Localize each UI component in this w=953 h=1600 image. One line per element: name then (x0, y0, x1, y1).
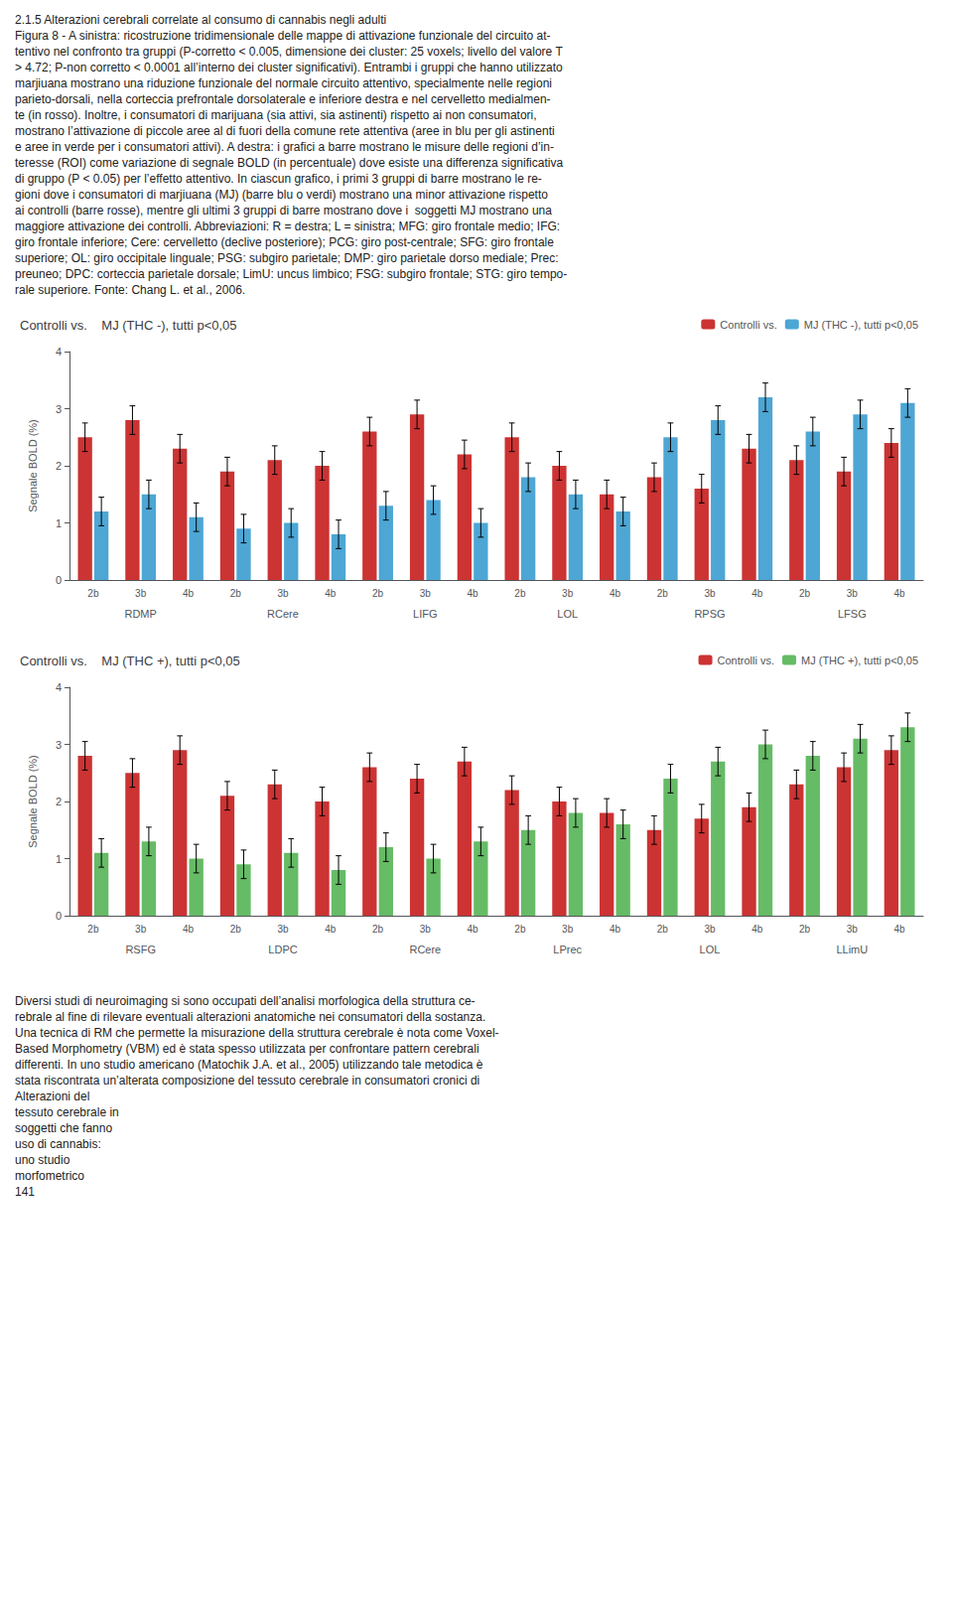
svg-text:Controlli vs. MJ (THC -), t: Controlli vs. MJ (THC -), tutti p<0,05 (19, 317, 238, 333)
svg-text:4: 4 (55, 345, 62, 358)
svg-text:3b: 3b (135, 587, 147, 599)
svg-text:4b: 4b (324, 587, 337, 599)
svg-text:preuneo; DPC: corteccia pariet: preuneo; DPC: corteccia parietale dorsal… (14, 267, 567, 281)
svg-text:Segnale BOLD (%): Segnale BOLD (%) (26, 418, 39, 513)
svg-text:4b: 4b (324, 923, 337, 935)
svg-text:3b: 3b (135, 923, 147, 935)
svg-text:tessuto cerebrale in: tessuto cerebrale in (14, 1104, 120, 1119)
svg-text:Una tecnica di RM che permette: Una tecnica di RM che permette la misura… (14, 1025, 500, 1040)
svg-text:stata riscontrata un’alterata: stata riscontrata un’alterata composizio… (14, 1073, 480, 1088)
svg-text:3b: 3b (419, 587, 432, 599)
svg-text:Figura 8 - A sinistra: ricostr: Figura 8 - A sinistra: ricostruzione tri… (14, 28, 551, 43)
svg-text:Controlli vs. MJ (THC +), t: Controlli vs. MJ (THC +), tutti p<0,05 (19, 653, 241, 669)
svg-text:3b: 3b (561, 587, 574, 599)
svg-text:marjiuana mostrano una riduzio: marjiuana mostrano una riduzione funzion… (14, 76, 552, 91)
svg-text:1: 1 (55, 517, 62, 530)
svg-text:3: 3 (55, 738, 62, 751)
svg-text:LOL: LOL (699, 943, 721, 955)
svg-text:MJ (THC +), tutti p<0,05: MJ (THC +), tutti p<0,05 (801, 654, 919, 667)
svg-text:LDPC: LDPC (268, 943, 297, 955)
svg-text:Diversi studi di neuroimaging: Diversi studi di neuroimaging si sono oc… (14, 993, 476, 1008)
svg-text:Segnale BOLD (%): Segnale BOLD (%) (26, 754, 39, 848)
svg-text:3b: 3b (846, 587, 859, 599)
svg-text:soggetti che fanno: soggetti che fanno (14, 1120, 113, 1135)
svg-text:Alterazioni del: Alterazioni del (14, 1089, 90, 1103)
svg-text:RDMP: RDMP (124, 607, 156, 620)
svg-text:2b: 2b (514, 587, 527, 599)
svg-text:2b: 2b (657, 587, 670, 599)
svg-text:di gruppo (P < 0.05) per l’eff: di gruppo (P < 0.05) per l’effetto atten… (14, 171, 543, 186)
svg-text:3b: 3b (419, 923, 432, 935)
svg-text:2b: 2b (230, 923, 243, 935)
svg-text:gioni dove i consumatori di ma: gioni dove i consumatori di marjiuana (M… (14, 187, 548, 202)
svg-text:mostrano l’attivazione di picc: mostrano l’attivazione di piccole aree a… (14, 124, 555, 138)
svg-text:3b: 3b (276, 923, 289, 935)
svg-text:3: 3 (55, 403, 62, 415)
svg-text:te (in rosso). Inoltre, i cons: te (in rosso). Inoltre, i consumatori di… (14, 108, 538, 123)
svg-text:uso di cannabis:: uso di cannabis: (14, 1136, 102, 1151)
svg-text:2b: 2b (372, 587, 385, 599)
svg-text:2: 2 (55, 459, 62, 472)
svg-text:2b: 2b (87, 587, 100, 599)
svg-text:0: 0 (55, 573, 62, 586)
svg-text:4b: 4b (894, 923, 907, 935)
svg-text:3b: 3b (703, 587, 716, 599)
svg-text:2b: 2b (87, 923, 100, 935)
svg-text:tentivo nel confronto tra grup: tentivo nel confronto tra gruppi (P-corr… (14, 44, 563, 59)
svg-text:RPSG: RPSG (693, 607, 725, 620)
svg-text:2b: 2b (514, 923, 527, 935)
svg-text:4: 4 (55, 680, 62, 693)
svg-text:MJ (THC -), tutti p<0,05: MJ (THC -), tutti p<0,05 (804, 318, 919, 331)
svg-text:superiore; OL: giro occipitale: superiore; OL: giro occipitale linguale;… (14, 251, 559, 266)
svg-text:maggiore attivazione dei contr: maggiore attivazione dei controlli. Abbr… (14, 219, 560, 234)
svg-text:2b: 2b (799, 587, 812, 599)
svg-text:e aree in verde per i consumat: e aree in verde per i consumatori attivi… (14, 139, 554, 154)
svg-text:3b: 3b (561, 923, 574, 935)
svg-text:4b: 4b (467, 923, 480, 935)
svg-text:LIFG: LIFG (412, 607, 437, 620)
svg-text:rebrale al fine di rilevare ev: rebrale al fine di rilevare eventuali al… (14, 1009, 486, 1024)
svg-text:4b: 4b (182, 923, 195, 935)
svg-text:2.1.5 Alterazioni cerebrali co: 2.1.5 Alterazioni cerebrali correlate al… (14, 12, 387, 27)
svg-text:LLimU: LLimU (835, 943, 868, 955)
svg-text:2b: 2b (372, 923, 385, 935)
svg-text:141: 141 (14, 1184, 35, 1199)
svg-text:4b: 4b (751, 587, 764, 599)
svg-text:4b: 4b (182, 587, 195, 599)
svg-text:2b: 2b (230, 587, 243, 599)
svg-text:0: 0 (55, 909, 62, 922)
svg-text:LOL: LOL (556, 607, 578, 620)
svg-text:RSFG: RSFG (125, 943, 156, 955)
svg-text:differenti. In uno studio amer: differenti. In uno studio americano (Mat… (14, 1057, 484, 1072)
svg-text:4b: 4b (894, 587, 907, 599)
svg-text:3b: 3b (276, 587, 289, 599)
svg-text:RCere: RCere (267, 607, 299, 620)
svg-text:4b: 4b (609, 923, 622, 935)
svg-text:Controlli vs.: Controlli vs. (717, 654, 775, 667)
svg-text:Based Morphometry (VBM) ed è s: Based Morphometry (VBM) ed è stata spess… (14, 1041, 480, 1056)
svg-text:1: 1 (55, 852, 62, 865)
svg-text:Controlli vs.: Controlli vs. (719, 318, 777, 331)
svg-text:giro frontale inferiore; Cere:: giro frontale inferiore; Cere: cervellet… (14, 235, 554, 250)
svg-text:rale superiore. Fonte: Chang L: rale superiore. Fonte: Chang L. et al., … (14, 282, 246, 297)
svg-text:morfometrico: morfometrico (14, 1168, 85, 1183)
svg-text:LPrec: LPrec (552, 943, 582, 955)
svg-text:LFSG: LFSG (837, 607, 867, 620)
svg-text:2b: 2b (799, 923, 812, 935)
svg-text:ai controlli (barre rosse), me: ai controlli (barre rosse), mentre gli u… (14, 203, 552, 218)
svg-text:3b: 3b (703, 923, 716, 935)
svg-text:4b: 4b (609, 587, 622, 599)
svg-text:3b: 3b (846, 923, 859, 935)
svg-text:RCere: RCere (408, 943, 441, 955)
svg-text:2: 2 (55, 795, 62, 808)
svg-text:> 4.72; P-non corretto < 0.000: > 4.72; P-non corretto < 0.0001 all’inte… (14, 60, 563, 75)
svg-text:parieto-dorsali, nella cortecc: parieto-dorsali, nella corteccia prefron… (14, 92, 551, 107)
svg-text:4b: 4b (751, 923, 764, 935)
svg-text:uno studio: uno studio (14, 1152, 71, 1167)
svg-text:teresse (ROI) come variazione: teresse (ROI) come variazione di segnale… (14, 155, 563, 170)
svg-text:4b: 4b (467, 587, 480, 599)
svg-text:2b: 2b (657, 923, 670, 935)
